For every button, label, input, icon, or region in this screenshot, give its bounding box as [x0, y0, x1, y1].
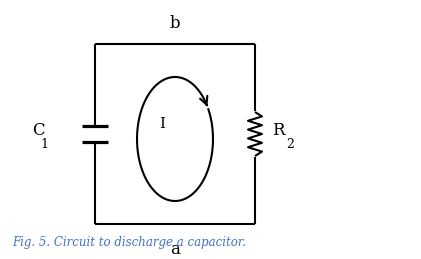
Text: 1: 1	[40, 138, 48, 150]
Text: 2: 2	[286, 138, 294, 150]
Text: Fig. 5. Circuit to discharge a capacitor.: Fig. 5. Circuit to discharge a capacitor…	[12, 236, 246, 249]
Text: b: b	[170, 15, 180, 32]
Text: R: R	[272, 121, 285, 139]
Text: C: C	[32, 121, 45, 139]
Text: I: I	[159, 117, 165, 131]
Text: a: a	[170, 241, 180, 258]
